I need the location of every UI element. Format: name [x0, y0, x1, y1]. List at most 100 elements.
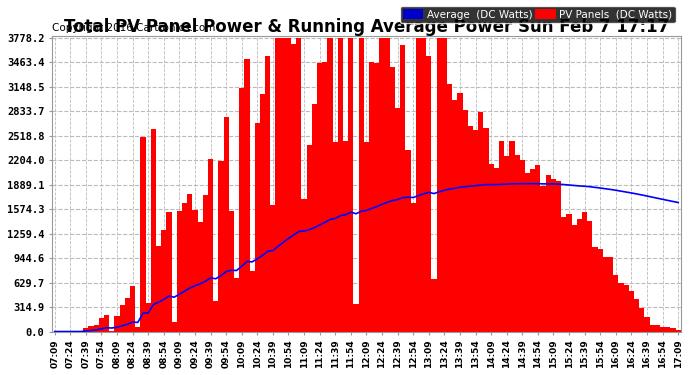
- Bar: [634, 299, 639, 332]
- Bar: [520, 160, 525, 332]
- Bar: [296, 38, 302, 332]
- Bar: [639, 308, 644, 332]
- Bar: [649, 325, 655, 332]
- Bar: [281, 38, 286, 332]
- Bar: [494, 168, 499, 332]
- Bar: [88, 327, 94, 332]
- Bar: [265, 56, 270, 332]
- Bar: [115, 316, 119, 332]
- Bar: [671, 328, 676, 332]
- Bar: [665, 327, 671, 332]
- Bar: [338, 38, 343, 332]
- Bar: [197, 222, 203, 332]
- Bar: [644, 317, 649, 332]
- Bar: [260, 94, 265, 332]
- Bar: [447, 84, 452, 332]
- Bar: [457, 93, 462, 332]
- Bar: [582, 212, 587, 332]
- Bar: [535, 165, 540, 332]
- Bar: [187, 194, 193, 332]
- Bar: [359, 38, 364, 332]
- Bar: [411, 203, 416, 332]
- Bar: [400, 45, 406, 332]
- Bar: [613, 275, 618, 332]
- Bar: [655, 325, 660, 332]
- Bar: [135, 327, 140, 332]
- Bar: [348, 38, 353, 332]
- Bar: [302, 199, 306, 332]
- Bar: [390, 67, 395, 332]
- Bar: [275, 38, 281, 332]
- Bar: [328, 38, 333, 332]
- Bar: [577, 219, 582, 332]
- Bar: [306, 145, 312, 332]
- Bar: [208, 159, 213, 332]
- Bar: [343, 141, 348, 332]
- Bar: [146, 303, 151, 332]
- Bar: [384, 38, 390, 332]
- Bar: [452, 100, 457, 332]
- Bar: [618, 283, 624, 332]
- Bar: [286, 38, 291, 332]
- Bar: [676, 330, 681, 332]
- Bar: [218, 160, 224, 332]
- Bar: [353, 304, 359, 332]
- Bar: [561, 217, 566, 332]
- Bar: [509, 141, 515, 332]
- Bar: [566, 214, 571, 332]
- Bar: [462, 110, 468, 332]
- Text: Copyright 2016 Cartronics.com: Copyright 2016 Cartronics.com: [52, 23, 215, 33]
- Title: Total PV Panel Power & Running Average Power Sun Feb 7 17:17: Total PV Panel Power & Running Average P…: [63, 18, 669, 36]
- Bar: [499, 141, 504, 332]
- Bar: [525, 173, 530, 332]
- Bar: [473, 130, 478, 332]
- Bar: [234, 278, 239, 332]
- Bar: [140, 137, 146, 332]
- Bar: [551, 179, 556, 332]
- Bar: [229, 211, 234, 332]
- Bar: [224, 117, 229, 332]
- Bar: [151, 129, 156, 332]
- Bar: [483, 128, 489, 332]
- Bar: [182, 203, 187, 332]
- Bar: [317, 63, 322, 332]
- Bar: [587, 221, 593, 332]
- Bar: [244, 59, 250, 332]
- Bar: [291, 44, 296, 332]
- Bar: [624, 285, 629, 332]
- Bar: [193, 210, 197, 332]
- Bar: [608, 257, 613, 332]
- Bar: [369, 62, 374, 332]
- Bar: [94, 325, 99, 332]
- Bar: [442, 38, 447, 332]
- Bar: [161, 230, 166, 332]
- Bar: [489, 164, 494, 332]
- Bar: [239, 88, 244, 332]
- Bar: [437, 38, 442, 332]
- Bar: [213, 302, 218, 332]
- Bar: [468, 126, 473, 332]
- Legend: Average  (DC Watts), PV Panels  (DC Watts): Average (DC Watts), PV Panels (DC Watts): [400, 6, 676, 22]
- Bar: [312, 104, 317, 332]
- Bar: [255, 123, 260, 332]
- Bar: [421, 38, 426, 332]
- Bar: [374, 63, 380, 332]
- Bar: [130, 286, 135, 332]
- Bar: [504, 156, 509, 332]
- Bar: [416, 38, 421, 332]
- Bar: [109, 331, 115, 332]
- Bar: [540, 186, 546, 332]
- Bar: [380, 38, 384, 332]
- Bar: [556, 181, 561, 332]
- Bar: [177, 211, 182, 332]
- Bar: [364, 142, 369, 332]
- Bar: [166, 212, 172, 332]
- Bar: [395, 108, 400, 332]
- Bar: [172, 322, 177, 332]
- Bar: [571, 225, 577, 332]
- Bar: [431, 279, 437, 332]
- Bar: [515, 155, 520, 332]
- Bar: [546, 174, 551, 332]
- Bar: [603, 257, 608, 332]
- Bar: [203, 195, 208, 332]
